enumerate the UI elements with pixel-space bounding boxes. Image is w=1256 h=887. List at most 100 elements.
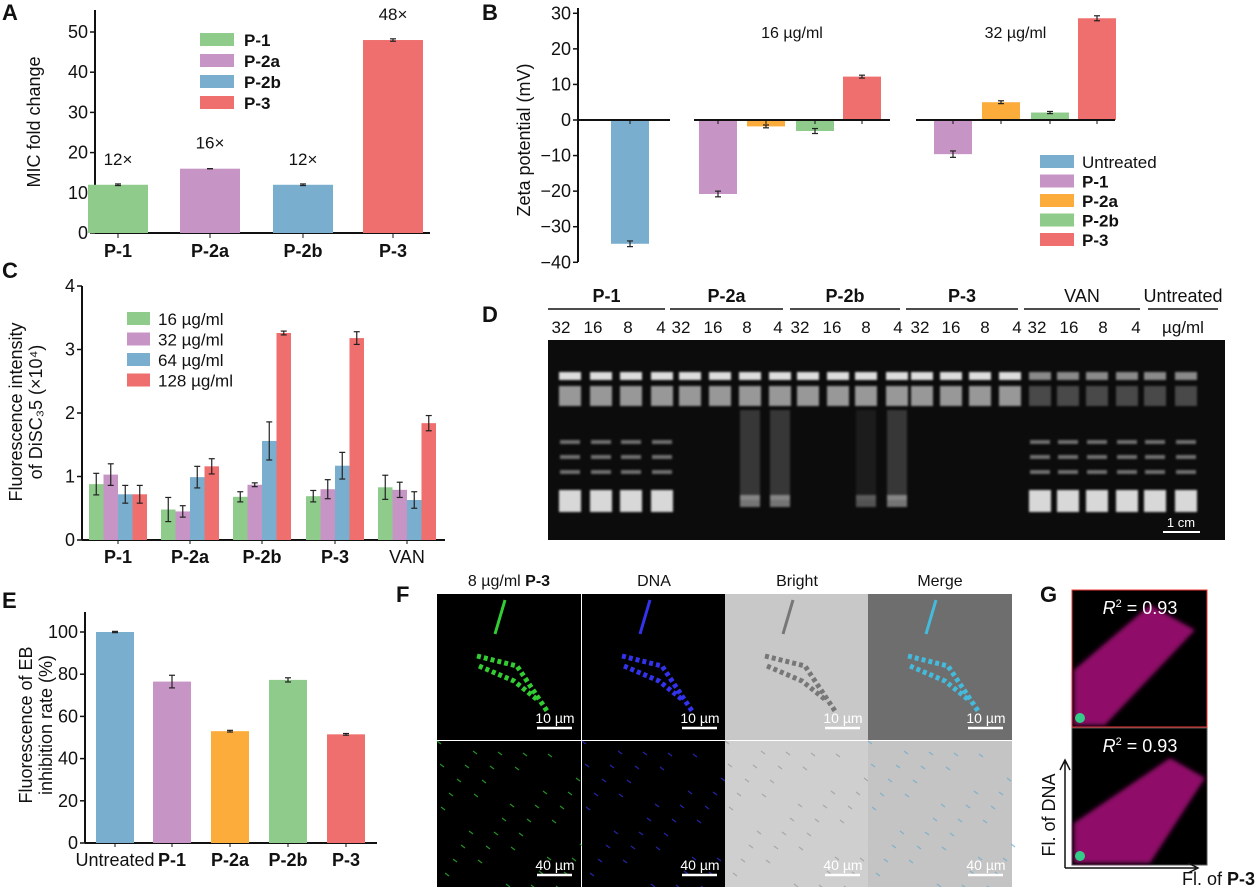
bacterium (638, 831, 644, 836)
bacterium (464, 764, 470, 769)
micrograph: 40 µm (436, 740, 585, 887)
bacterium (601, 778, 607, 783)
bacteria-cluster (907, 653, 981, 713)
y-tick-label: 4 (65, 276, 75, 296)
bacterium (879, 792, 885, 797)
bacterium (982, 819, 988, 824)
bacterium (687, 790, 693, 795)
gel-lane (590, 372, 612, 512)
gel-smear (887, 410, 907, 500)
bar (132, 494, 147, 540)
legend-swatch (200, 96, 234, 109)
r-value: = 0.93 (1122, 598, 1178, 618)
chart-b: −40 −30 −20 −10 0 10 20 30 Zeta potential (mV) 16… (514, 3, 1157, 272)
scatter-cloud (1074, 605, 1195, 725)
gel-band (559, 372, 581, 380)
bar (247, 484, 262, 540)
bacterium (912, 779, 918, 784)
legend-swatch (200, 33, 234, 46)
bacterium (744, 778, 750, 783)
gel-band (911, 372, 933, 380)
scale-bar-label: 10 µm (823, 710, 862, 726)
bacteria-cluster (621, 653, 695, 713)
y-tick-label: 10 (551, 74, 571, 94)
bacterium (509, 803, 515, 808)
gel-band (590, 386, 612, 406)
gel-band (1030, 470, 1050, 474)
gel-lane (969, 372, 991, 406)
bacterium (481, 779, 487, 784)
gel-band (1030, 440, 1050, 444)
gel-band (1057, 372, 1079, 380)
gel-band (620, 386, 642, 406)
gel-band (651, 386, 673, 406)
bacterium (867, 740, 873, 745)
legend-label: Untreated (1082, 153, 1157, 172)
bacterium (732, 872, 738, 877)
title-bold: P-3 (525, 573, 550, 590)
bar (421, 423, 436, 540)
bacteria-filament (493, 599, 507, 635)
gel-lane (709, 372, 731, 406)
scatter-cloud (1074, 758, 1205, 863)
lane-label: 4 (1131, 318, 1140, 337)
bar (306, 496, 321, 540)
y-tick-label: 0 (561, 110, 571, 130)
bacterium (822, 804, 828, 809)
bacterium (777, 765, 783, 770)
lane-label: 16 (704, 318, 723, 337)
y-axis-label: Zeta potential (mV) (514, 63, 534, 216)
scale-bar-label: 40 µm (680, 857, 719, 873)
gel-band (969, 386, 991, 406)
gel-band (827, 386, 849, 406)
gel-band (679, 386, 701, 406)
legend-label: P-2b (244, 73, 281, 92)
gel-band (1029, 386, 1051, 406)
gel-band (1175, 372, 1197, 380)
bacterium (460, 844, 466, 849)
group-label: 32 µg/ml (985, 25, 1047, 42)
gel-lane (940, 372, 962, 406)
bacterium (683, 870, 689, 875)
gel-band (1086, 386, 1108, 406)
bacterium (546, 856, 552, 861)
x-tick-label: P-3 (321, 547, 349, 567)
gel-band (1144, 372, 1166, 380)
bacterium (773, 845, 779, 850)
chart-e: 0 20 40 60 80 100 Fluorescence of EBinhibition… (16, 612, 377, 870)
bacterium (618, 793, 624, 798)
legend-label: P-1 (1082, 173, 1108, 192)
gel-band (1029, 372, 1051, 380)
bacterium (941, 846, 947, 851)
gel-band (797, 386, 819, 406)
gel-band (591, 440, 611, 444)
group-label: 16 µg/ml (761, 25, 823, 42)
legend-label: P-2a (1082, 192, 1118, 211)
bacterium (584, 763, 590, 768)
panel-letter-f: F (396, 582, 409, 607)
bacterium (789, 817, 795, 822)
gel-band (590, 490, 612, 512)
bacterium (642, 751, 648, 756)
bacterium (581, 740, 587, 745)
y-tick-label: −30 (540, 217, 571, 237)
y-axis-label: Fluorescence intensityof DiSC₃5 (×10⁴) (6, 322, 46, 501)
gel-lane (739, 372, 761, 507)
y-tick-label: 0 (65, 530, 75, 550)
bar (88, 184, 148, 233)
gel-band (999, 372, 1021, 380)
gel-band (1176, 455, 1196, 459)
x-tick-label: P-2a (191, 241, 230, 261)
bacterium (501, 817, 507, 822)
r-exponent: 2 (1116, 736, 1122, 748)
legend-label: P-1 (244, 31, 270, 50)
bacteria-cluster (764, 653, 838, 713)
lane-unit-label: µg/ml (1162, 318, 1204, 337)
micrograph: 10 µm (437, 594, 581, 740)
gel-band (969, 372, 991, 380)
lane-label: 8 (1098, 318, 1107, 337)
bacterium (526, 818, 532, 823)
bar (320, 489, 335, 540)
bar (180, 168, 240, 233)
bacterium (522, 752, 528, 757)
